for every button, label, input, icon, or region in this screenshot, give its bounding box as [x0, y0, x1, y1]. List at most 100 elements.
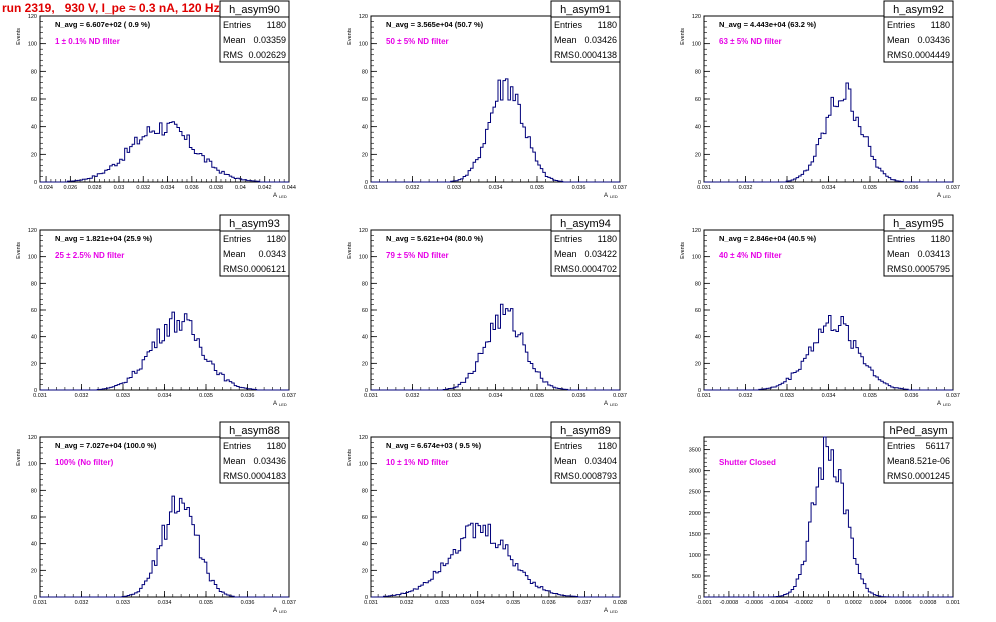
y-tick-label: 20 [362, 568, 368, 574]
stats-histogram-name: hPed_asym [889, 425, 947, 437]
y-tick-label: 500 [692, 574, 701, 580]
x-axis-title-subscript: LED [610, 402, 618, 407]
filter-annotation: 50 ± 5% ND filter [386, 37, 449, 46]
y-tick-label: 0 [365, 595, 368, 601]
y-tick-label: 80 [31, 488, 37, 494]
stats-box [550, 437, 621, 484]
x-tick-label: -0.0004 [769, 600, 788, 606]
x-tick-label: 0.033 [447, 185, 461, 191]
x-tick-label: 0.031 [364, 600, 378, 606]
stats-label: Mean [554, 456, 577, 466]
navg-annotation: N_avg = 1.821e+04 (25.9 %) [55, 234, 153, 243]
stats-value: 1180 [598, 441, 617, 451]
stats-value: 0.0004702 [574, 264, 617, 274]
x-tick-label: 0.0008 [920, 600, 937, 606]
histogram-series [40, 311, 289, 391]
stats-label: RMS [554, 264, 574, 274]
stats-value: 1180 [598, 234, 617, 244]
stats-value: 1180 [267, 20, 286, 30]
x-tick-label: 0.035 [863, 393, 877, 399]
y-tick-label: 20 [31, 361, 37, 367]
stats-label: Entries [554, 20, 583, 30]
y-tick-label: 0 [698, 180, 701, 186]
x-tick-label: 0.038 [209, 185, 223, 191]
y-tick-label: 20 [695, 361, 701, 367]
x-tick-label: 0.034 [158, 393, 172, 399]
histogram-series [371, 78, 620, 183]
x-tick-label: 0.037 [613, 185, 627, 191]
y-tick-label: 60 [362, 97, 368, 103]
y-tick-label: 100 [28, 42, 37, 48]
x-tick-label: 0.031 [364, 185, 378, 191]
x-tick-label: 0.03 [114, 185, 125, 191]
x-axis-title: A [937, 193, 941, 199]
x-tick-label: -0.001 [696, 600, 712, 606]
stats-label: Mean [887, 249, 910, 259]
x-tick-label: 0.031 [697, 393, 711, 399]
y-tick-label: 80 [362, 488, 368, 494]
x-axis-title: A [604, 608, 608, 614]
x-tick-label: 0.031 [364, 393, 378, 399]
x-axis-title-subscript: LED [610, 609, 618, 614]
x-tick-label: 0.033 [780, 393, 794, 399]
y-tick-label: 1000 [689, 553, 701, 559]
y-tick-label: 0 [365, 388, 368, 394]
histogram-series [704, 82, 953, 183]
y-tick-label: 40 [695, 125, 701, 131]
x-axis-title-subscript: LED [943, 402, 951, 407]
histogram-panel-h_asym88: 0 20 40 60 80 100 120 0.031 0.032 0.033 0.034 0.035… [16, 421, 296, 614]
y-tick-label: 100 [359, 462, 368, 468]
y-tick-label: 100 [359, 42, 368, 48]
histogram-series [40, 121, 289, 183]
x-tick-label: 0.032 [739, 393, 753, 399]
x-tick-label: 0.032 [406, 393, 420, 399]
x-tick-label: 0.032 [75, 393, 89, 399]
stats-label: RMS [887, 50, 907, 60]
y-tick-label: 80 [362, 281, 368, 287]
stats-value: 0.03436 [253, 456, 286, 466]
y-tick-label: 1500 [689, 532, 701, 538]
y-tick-label: 80 [31, 69, 37, 75]
stats-label: RMS [223, 264, 243, 274]
x-tick-label: 0.037 [946, 393, 960, 399]
main-title: run 2319, 930 V, I_pe ≈ 0.3 nA, 120 Hz [2, 1, 220, 15]
y-tick-label: 120 [28, 435, 37, 441]
y-tick-label: 120 [28, 228, 37, 234]
stats-value: 0.0005795 [907, 264, 950, 274]
y-tick-label: 40 [362, 125, 368, 131]
stats-value: 0.03413 [917, 249, 950, 259]
x-tick-label: 0.035 [506, 600, 520, 606]
x-tick-label: 0.036 [572, 185, 586, 191]
stats-value: 0.0008793 [574, 471, 617, 481]
stats-label: Entries [887, 441, 916, 451]
stats-label: Entries [223, 234, 252, 244]
stats-box [883, 230, 954, 277]
navg-annotation: N_avg = 2.846e+04 (40.5 %) [719, 234, 817, 243]
y-axis-title: Events [347, 28, 353, 45]
y-tick-label: 100 [28, 462, 37, 468]
y-tick-label: 60 [695, 97, 701, 103]
x-tick-label: 0.036 [905, 393, 919, 399]
x-tick-label: 0.037 [578, 600, 592, 606]
stats-label: Mean [887, 35, 910, 45]
x-axis-title: A [604, 401, 608, 407]
stats-box [550, 230, 621, 277]
x-tick-label: -0.0002 [794, 600, 813, 606]
stats-histogram-name: h_asym93 [229, 218, 280, 230]
x-axis-title: A [273, 608, 277, 614]
x-tick-label: 0 [827, 600, 830, 606]
stats-value: 0.0001245 [907, 471, 950, 481]
y-tick-label: 120 [692, 14, 701, 20]
y-tick-label: 2500 [689, 490, 701, 496]
stats-label: RMS [223, 50, 243, 60]
navg-annotation: N_avg = 3.565e+04 (50.7 %) [386, 20, 484, 29]
stats-histogram-name: h_asym91 [560, 4, 611, 16]
y-tick-label: 120 [692, 228, 701, 234]
y-tick-label: 40 [31, 125, 37, 131]
y-tick-label: 40 [362, 542, 368, 548]
y-tick-label: 0 [365, 180, 368, 186]
stats-label: Entries [887, 234, 916, 244]
x-tick-label: 0.035 [530, 185, 544, 191]
stats-value: 0.03359 [253, 35, 286, 45]
